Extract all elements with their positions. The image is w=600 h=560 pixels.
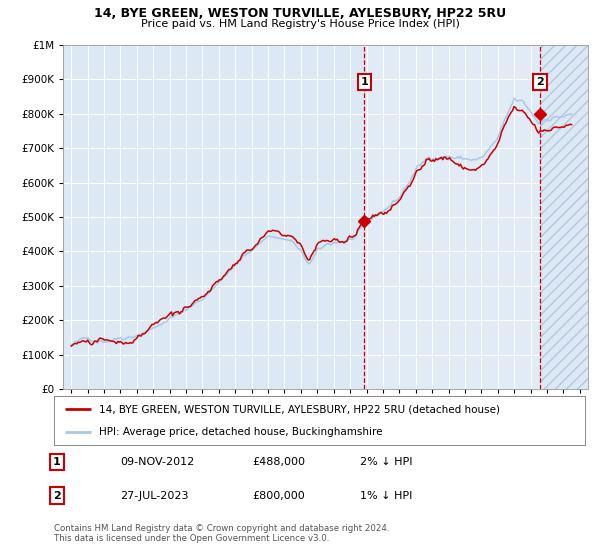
Text: 14, BYE GREEN, WESTON TURVILLE, AYLESBURY, HP22 5RU (detached house): 14, BYE GREEN, WESTON TURVILLE, AYLESBUR… bbox=[99, 404, 500, 414]
Text: 14, BYE GREEN, WESTON TURVILLE, AYLESBURY, HP22 5RU: 14, BYE GREEN, WESTON TURVILLE, AYLESBUR… bbox=[94, 7, 506, 20]
Text: 2: 2 bbox=[536, 77, 544, 87]
Text: £488,000: £488,000 bbox=[252, 457, 305, 467]
Text: 1: 1 bbox=[361, 77, 368, 87]
Text: 27-JUL-2023: 27-JUL-2023 bbox=[120, 491, 188, 501]
Text: 2: 2 bbox=[53, 491, 61, 501]
Text: 1: 1 bbox=[53, 457, 61, 467]
Text: 09-NOV-2012: 09-NOV-2012 bbox=[120, 457, 194, 467]
Bar bbox=[364, 45, 540, 389]
Text: Contains HM Land Registry data © Crown copyright and database right 2024.
This d: Contains HM Land Registry data © Crown c… bbox=[54, 524, 389, 543]
Text: 1% ↓ HPI: 1% ↓ HPI bbox=[360, 491, 412, 501]
Text: Price paid vs. HM Land Registry's House Price Index (HPI): Price paid vs. HM Land Registry's House … bbox=[140, 19, 460, 29]
Text: £800,000: £800,000 bbox=[252, 491, 305, 501]
Text: 2% ↓ HPI: 2% ↓ HPI bbox=[360, 457, 413, 467]
Bar bbox=[540, 45, 588, 389]
Text: HPI: Average price, detached house, Buckinghamshire: HPI: Average price, detached house, Buck… bbox=[99, 427, 383, 437]
